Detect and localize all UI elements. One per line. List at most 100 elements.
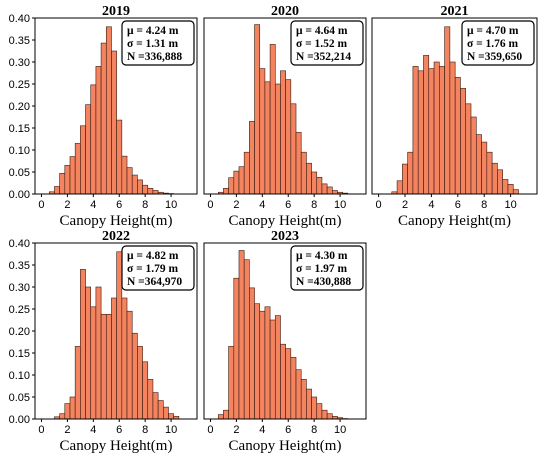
x-tick-label: 4: [259, 424, 265, 436]
y-tick-label: 0.25: [9, 79, 30, 91]
histogram-bar: [264, 306, 271, 420]
histogram-bar: [259, 68, 266, 195]
plot-frame: [203, 242, 367, 420]
histogram-bar: [326, 413, 333, 420]
x-tick-label: 8: [481, 199, 487, 211]
histogram-bar: [80, 269, 86, 420]
histogram-bar: [290, 103, 297, 195]
histogram-bar: [228, 346, 235, 420]
x-tick-label: 8: [311, 199, 317, 211]
stat-sigma: σ = 1.31 m: [127, 38, 179, 50]
x-tick-label: 2: [402, 199, 408, 211]
stat-count: N =364,970: [127, 276, 182, 288]
histogram-bar: [285, 348, 292, 420]
stat-sigma: σ = 1.79 m: [127, 263, 179, 275]
histogram-bar: [121, 297, 128, 420]
histogram-bar: [311, 171, 318, 195]
stats-box: [290, 20, 364, 66]
x-tick-label: 4: [90, 424, 96, 436]
chart-title: 2021: [441, 4, 469, 19]
histogram-bar: [126, 310, 133, 420]
histogram-bar: [223, 187, 229, 195]
histogram-bar: [269, 44, 276, 195]
x-tick-label: 4: [259, 199, 265, 211]
plot-frame: [203, 17, 367, 195]
histogram-bar: [412, 66, 419, 195]
histogram-bar: [147, 187, 154, 195]
histogram-bar: [295, 369, 302, 420]
histogram-bar: [460, 88, 467, 195]
y-tick-label: 0.20: [9, 326, 30, 338]
histogram-bar: [74, 143, 81, 195]
histogram-bar: [502, 179, 509, 195]
stat-mean: μ = 4.70 m: [467, 25, 519, 37]
histogram-bar: [444, 26, 451, 195]
histogram-bar: [90, 306, 97, 420]
histogram-bar: [475, 134, 482, 195]
histogram-bar: [137, 179, 143, 195]
histogram-bar: [157, 400, 164, 420]
histogram-bar: [396, 180, 403, 195]
histogram-bar: [100, 313, 107, 420]
histogram-bar: [131, 332, 138, 420]
histogram-bar: [295, 132, 302, 195]
histogram-bar: [486, 151, 493, 195]
y-tick-label: 0.25: [9, 304, 30, 316]
x-tick-label: 4: [428, 199, 434, 211]
chart-title: 2022: [102, 229, 130, 244]
histogram-bar: [269, 319, 276, 420]
y-tick-label: 0.40: [9, 238, 30, 250]
histogram-bar: [259, 310, 266, 420]
histogram-bar: [274, 83, 281, 195]
histogram-bar: [111, 50, 117, 195]
y-tick-label: 0.35: [9, 35, 30, 47]
stats-box: [290, 245, 364, 291]
histogram-bar: [142, 184, 149, 195]
histogram-bar: [243, 259, 250, 420]
x-tick-label: 0: [376, 199, 382, 211]
histogram-bar: [59, 413, 66, 420]
histogram-bar: [163, 406, 169, 420]
histogram-bar: [507, 184, 514, 195]
y-tick-label: 0.35: [9, 260, 30, 272]
histogram-bar: [497, 169, 503, 195]
histogram-bar: [316, 403, 323, 420]
x-tick-label: 10: [165, 424, 177, 436]
histogram-bar: [264, 81, 271, 195]
x-tick-label: 0: [38, 424, 44, 436]
histogram-bar: [69, 396, 76, 420]
chart-title: 2020: [271, 4, 299, 19]
histogram-bar: [54, 186, 60, 195]
x-tick-label: 2: [233, 199, 239, 211]
histogram-bar: [311, 396, 318, 420]
histogram-bar: [233, 277, 240, 420]
histogram-bar: [470, 116, 477, 195]
stat-mean: μ = 4.30 m: [296, 250, 348, 262]
x-tick-label: 8: [142, 424, 148, 436]
stat-count: N =359,650: [467, 51, 522, 63]
y-tick-label: 0.15: [9, 123, 30, 135]
stats-box: [121, 245, 195, 291]
histogram-bar: [243, 151, 250, 195]
y-tick-label: 0.30: [9, 282, 30, 294]
histogram-bar: [85, 104, 92, 195]
histogram-bar: [321, 183, 328, 195]
histogram-bar: [449, 61, 456, 195]
x-tick-label: 8: [311, 424, 317, 436]
x-tick-label: 8: [142, 199, 148, 211]
histogram-bar: [417, 70, 424, 195]
histogram-bar: [465, 103, 472, 195]
x-tick-label: 4: [90, 199, 96, 211]
y-tick-label: 0.05: [9, 392, 30, 404]
histogram-bar: [90, 84, 97, 195]
stat-sigma: σ = 1.52 m: [296, 38, 348, 50]
histogram-bar: [316, 176, 323, 195]
y-tick-label: 0.00: [9, 189, 30, 201]
histogram-bar: [233, 170, 240, 195]
histogram-bar: [105, 26, 112, 195]
histogram-bar: [254, 303, 261, 420]
histogram-bar: [152, 190, 159, 195]
histogram-bar: [137, 346, 143, 420]
y-tick-label: 0.05: [9, 167, 30, 179]
